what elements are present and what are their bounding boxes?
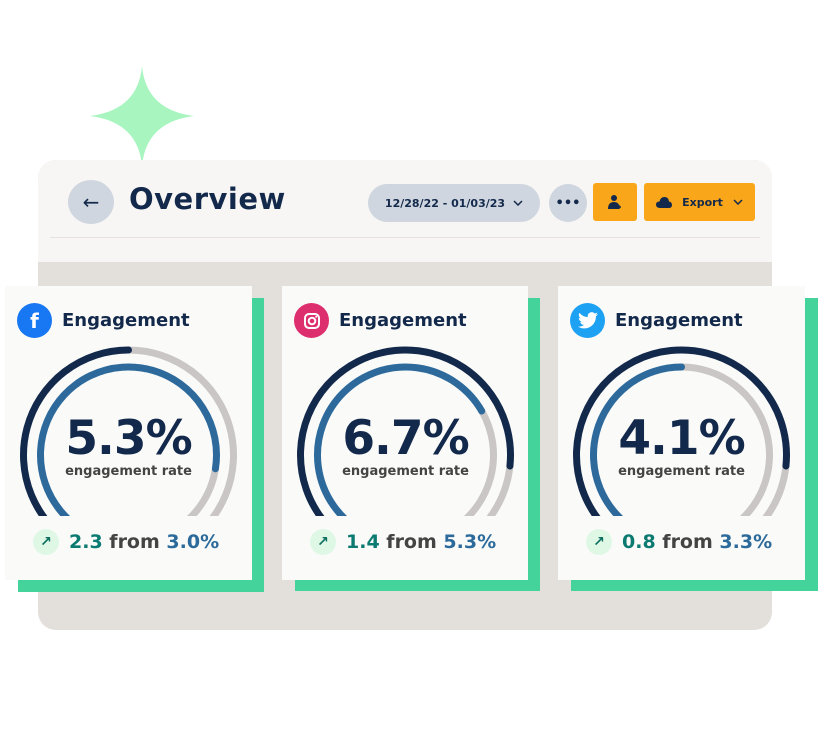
change-indicator: ↗ 0.8 from 3.3% — [586, 529, 772, 555]
sparkle-decoration — [90, 66, 194, 166]
card-title: Engagement — [339, 310, 467, 331]
gauge-inner-fill — [314, 363, 486, 516]
gauge-track — [486, 462, 514, 516]
card-header: f Engagement — [17, 303, 190, 338]
from-label: from — [386, 531, 437, 553]
engagement-value: 6.7% — [342, 411, 469, 466]
engagement-card-instagram: Engagement 6.7% engagement rate ↗ 1.4 fr… — [282, 286, 528, 580]
header: ← Overview 12/28/22 - 01/03/23 ••• Expor… — [38, 160, 772, 262]
export-button[interactable]: Export — [644, 183, 755, 221]
gauge-outer-fill — [573, 346, 790, 516]
gauge-outer-fill — [297, 346, 514, 516]
gauge-outer-fill — [20, 346, 132, 516]
previous-value: 5.3% — [443, 531, 497, 553]
gauge-inner-track — [186, 465, 219, 516]
engagement-label: engagement rate — [342, 464, 469, 479]
date-range-picker[interactable]: 12/28/22 - 01/03/23 — [368, 184, 540, 222]
instagram-icon — [294, 303, 329, 338]
from-label: from — [662, 531, 713, 553]
change-indicator: ↗ 2.3 from 3.0% — [33, 529, 219, 555]
gauge-inner-track — [678, 363, 773, 516]
chevron-down-icon — [733, 199, 743, 205]
arrow-up-right-icon: ↗ — [310, 529, 336, 555]
gauge-inner-fill — [37, 363, 220, 516]
ellipsis-icon: ••• — [555, 195, 581, 211]
engagement-gauge — [297, 346, 514, 516]
engagement-gauge — [573, 346, 790, 516]
change-indicator: ↗ 1.4 from 5.3% — [310, 529, 496, 555]
engagement-label: engagement rate — [618, 464, 745, 479]
change-value: 0.8 — [622, 531, 656, 553]
cloud-icon — [656, 196, 673, 208]
add-user-icon — [608, 195, 621, 209]
gauge-inner-fill — [590, 363, 685, 516]
header-divider — [50, 237, 760, 238]
engagement-value: 5.3% — [65, 411, 192, 466]
export-label: Export — [682, 195, 723, 209]
engagement-gauge — [20, 346, 237, 516]
arrow-up-right-icon: ↗ — [586, 529, 612, 555]
arrow-up-right-icon: ↗ — [33, 529, 59, 555]
more-options-button[interactable]: ••• — [549, 184, 587, 222]
engagement-label: engagement rate — [65, 464, 192, 479]
gauge-track — [762, 462, 790, 516]
previous-value: 3.3% — [719, 531, 773, 553]
card-title: Engagement — [615, 310, 743, 331]
engagement-card-twitter: Engagement 4.1% engagement rate ↗ 0.8 fr… — [558, 286, 805, 580]
card-header: Engagement — [294, 303, 467, 338]
engagement-card-facebook: f Engagement 5.3% engagement rate ↗ 2.3 … — [5, 286, 252, 580]
page-title: Overview — [129, 182, 286, 216]
from-label: from — [109, 531, 160, 553]
previous-value: 3.0% — [166, 531, 220, 553]
change-value: 1.4 — [346, 531, 380, 553]
arrow-left-icon: ← — [82, 190, 100, 214]
gauge-track — [125, 346, 237, 516]
change-value: 2.3 — [69, 531, 103, 553]
add-user-button[interactable] — [593, 183, 637, 221]
twitter-icon — [570, 303, 605, 338]
chevron-down-icon — [513, 200, 523, 206]
gauge-inner-track — [463, 407, 497, 516]
card-title: Engagement — [62, 310, 190, 331]
card-header: Engagement — [570, 303, 743, 338]
back-button[interactable]: ← — [68, 180, 114, 224]
date-range-label: 12/28/22 - 01/03/23 — [384, 196, 506, 210]
facebook-icon: f — [17, 303, 52, 338]
engagement-value: 4.1% — [618, 411, 745, 466]
